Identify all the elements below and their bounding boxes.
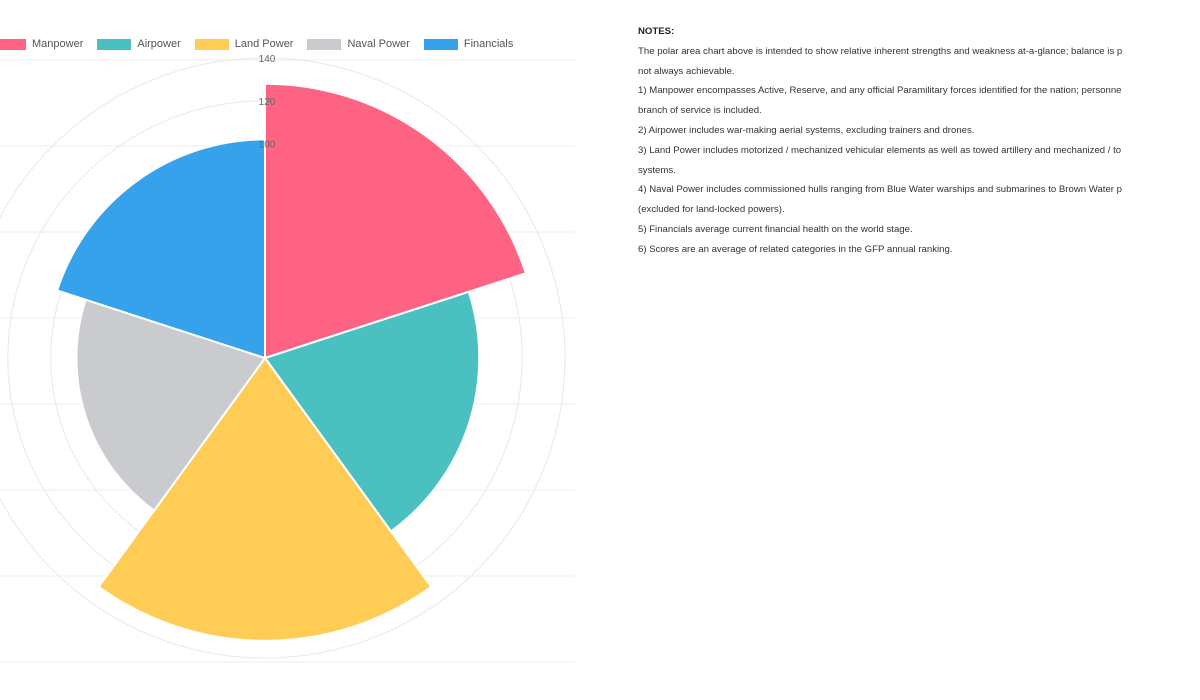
- note-line: branch of service is included.: [638, 105, 762, 117]
- r-tick-label: 100: [259, 140, 276, 151]
- note-line: 2) Airpower includes war-making aerial s…: [638, 124, 975, 136]
- legend-label-manpower: Manpower: [32, 38, 84, 50]
- note-line: 4) Naval Power includes commissioned hul…: [638, 184, 1122, 196]
- legend-item-airpower[interactable]: Airpower: [97, 38, 181, 50]
- r-tick-label: 140: [259, 54, 276, 65]
- legend-swatch-manpower: [0, 38, 26, 50]
- grid-ring: [0, 57, 566, 659]
- wedge-financials: [55, 138, 266, 360]
- note-line: not always achievable.: [638, 65, 735, 77]
- legend-swatch-airpower: [97, 38, 132, 50]
- chart-canvas: 140 120 100: [0, 54, 575, 663]
- note-line: 6) Scores are an average of related cate…: [638, 243, 953, 255]
- wedge-naval-power: [75, 298, 267, 512]
- wedge-land-power: [97, 356, 433, 642]
- legend-label-naval-power: Naval Power: [347, 38, 410, 50]
- note-line: 5) Financials average current financial …: [638, 223, 913, 235]
- chart-legend: Manpower Airpower Land Power Naval Power…: [0, 36, 527, 52]
- legend-label-financials: Financials: [463, 38, 514, 50]
- legend-label-airpower: Airpower: [137, 38, 181, 50]
- legend-swatch-land-power: [194, 38, 229, 50]
- legend-item-naval-power[interactable]: Naval Power: [307, 38, 410, 50]
- notes-title: NOTES:: [638, 26, 675, 37]
- legend-item-land-power[interactable]: Land Power: [194, 38, 294, 50]
- r-tick-label: 120: [259, 97, 276, 108]
- note-line: 3) Land Power includes motorized / mecha…: [638, 144, 1122, 156]
- note-line: systems.: [638, 164, 676, 176]
- notes-panel: NOTES: The polar area chart above is int…: [638, 22, 1200, 260]
- polar-area-chart: Manpower Airpower Land Power Naval Power…: [0, 36, 575, 663]
- note-line: 1) Manpower encompasses Active, Reserve,…: [638, 85, 1122, 97]
- legend-item-financials[interactable]: Financials: [423, 38, 514, 50]
- wedge-manpower: [264, 82, 528, 360]
- note-line: (excluded for land-locked powers).: [638, 204, 785, 216]
- note-line: The polar area chart above is intended t…: [638, 45, 1123, 57]
- legend-label-land-power: Land Power: [234, 38, 294, 50]
- legend-item-manpower[interactable]: Manpower: [0, 38, 83, 50]
- legend-swatch-financials: [423, 38, 458, 50]
- wedge-airpower: [263, 290, 481, 533]
- legend-swatch-naval-power: [307, 38, 342, 50]
